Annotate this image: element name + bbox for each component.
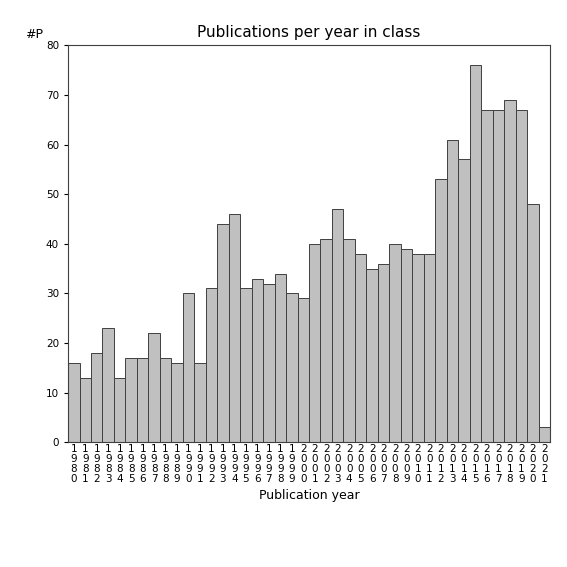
Bar bbox=[401, 249, 412, 442]
Bar bbox=[366, 269, 378, 442]
Bar bbox=[493, 110, 504, 442]
Bar bbox=[469, 65, 481, 442]
Bar bbox=[183, 294, 194, 442]
Bar bbox=[171, 363, 183, 442]
Bar bbox=[79, 378, 91, 442]
Bar bbox=[149, 333, 160, 442]
Bar bbox=[114, 378, 125, 442]
Bar bbox=[390, 244, 401, 442]
Bar bbox=[332, 209, 344, 442]
Bar bbox=[378, 264, 390, 442]
Bar bbox=[217, 224, 229, 442]
Bar bbox=[424, 254, 435, 442]
X-axis label: Publication year: Publication year bbox=[259, 489, 359, 502]
Bar bbox=[125, 358, 137, 442]
Bar bbox=[412, 254, 424, 442]
Bar bbox=[458, 159, 469, 442]
Bar bbox=[103, 328, 114, 442]
Bar bbox=[504, 100, 515, 442]
Bar bbox=[137, 358, 149, 442]
Bar bbox=[515, 110, 527, 442]
Bar bbox=[527, 204, 539, 442]
Bar bbox=[435, 179, 447, 442]
Title: Publications per year in class: Publications per year in class bbox=[197, 25, 421, 40]
Bar bbox=[447, 139, 458, 442]
Bar bbox=[160, 358, 171, 442]
Bar bbox=[194, 363, 206, 442]
Bar bbox=[344, 239, 355, 442]
Bar bbox=[481, 110, 493, 442]
Bar bbox=[229, 214, 240, 442]
Bar bbox=[274, 274, 286, 442]
Bar bbox=[298, 298, 309, 442]
Bar bbox=[240, 289, 252, 442]
Bar bbox=[68, 363, 79, 442]
Text: #P: #P bbox=[24, 28, 43, 41]
Bar bbox=[286, 294, 298, 442]
Bar bbox=[263, 284, 274, 442]
Bar bbox=[252, 278, 263, 442]
Bar bbox=[320, 239, 332, 442]
Bar bbox=[91, 353, 103, 442]
Bar bbox=[355, 254, 366, 442]
Bar bbox=[309, 244, 320, 442]
Bar bbox=[539, 428, 550, 442]
Bar bbox=[206, 289, 217, 442]
